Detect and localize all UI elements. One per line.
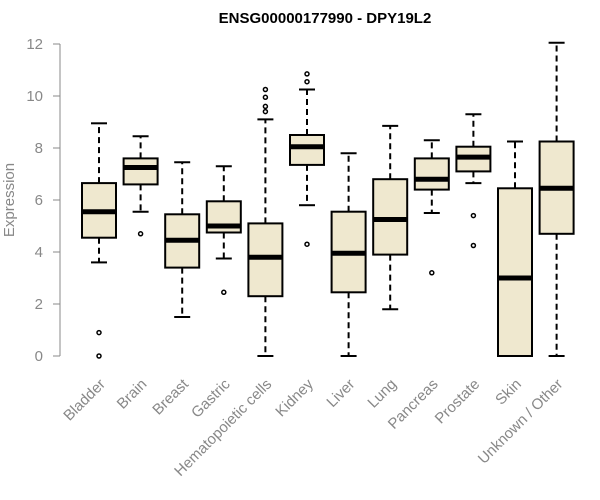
y-tick-label: 2	[35, 296, 43, 313]
boxes-layer	[81, 41, 575, 359]
outlier-point	[262, 108, 269, 115]
box-iqr	[413, 157, 450, 191]
x-tick-label: Bladder	[60, 376, 109, 425]
outlier-point	[304, 71, 310, 77]
outlier-point	[429, 270, 435, 276]
outlier-point	[262, 94, 269, 101]
y-tick-label: 8	[35, 140, 43, 157]
box-group	[413, 139, 450, 276]
outlier-point	[304, 241, 310, 247]
box-iqr	[497, 187, 533, 357]
x-tick-label: Brain	[114, 376, 151, 413]
box-group	[538, 41, 575, 357]
box-group	[122, 135, 159, 237]
x-tick-label: Liver	[323, 376, 358, 411]
box-group	[330, 152, 367, 357]
y-tick-label: 10	[26, 88, 43, 105]
outlier-point	[470, 242, 477, 249]
x-tick-label: Lung	[364, 376, 400, 412]
box-iqr	[289, 134, 325, 166]
y-tick-label: 6	[35, 192, 43, 209]
outlier-point	[470, 212, 477, 219]
chart-title: ENSG00000177990 - DPY19L2	[219, 10, 432, 27]
box-group	[205, 165, 242, 296]
y-axis-label: Expression	[1, 163, 18, 237]
box-group	[247, 86, 284, 357]
box-group	[455, 113, 492, 249]
outlier-point	[262, 103, 269, 110]
y-tick-label: 4	[35, 244, 43, 261]
outlier-point	[221, 289, 227, 296]
x-tick-label: Prostate	[432, 376, 484, 428]
outlier-point	[137, 231, 144, 237]
outlier-point	[96, 329, 102, 336]
y-tick-label: 12	[26, 36, 43, 53]
x-tick-label: Kidney	[272, 375, 317, 420]
outlier-point	[96, 353, 102, 359]
box-group	[497, 140, 533, 357]
box-iqr	[247, 222, 284, 298]
y-axis: 0 2 4 6 8 10 12	[26, 36, 61, 365]
box-iqr	[122, 157, 159, 186]
box-group	[372, 124, 409, 311]
y-tick-label: 0	[35, 348, 43, 365]
outlier-point	[262, 86, 269, 93]
box-group	[289, 71, 325, 247]
box-group	[81, 122, 117, 359]
box-group	[164, 161, 201, 318]
x-tick-label: Breast	[149, 375, 192, 418]
x-tick-label: Skin	[492, 376, 525, 409]
box-iqr	[372, 178, 409, 256]
outlier-point	[304, 78, 310, 85]
